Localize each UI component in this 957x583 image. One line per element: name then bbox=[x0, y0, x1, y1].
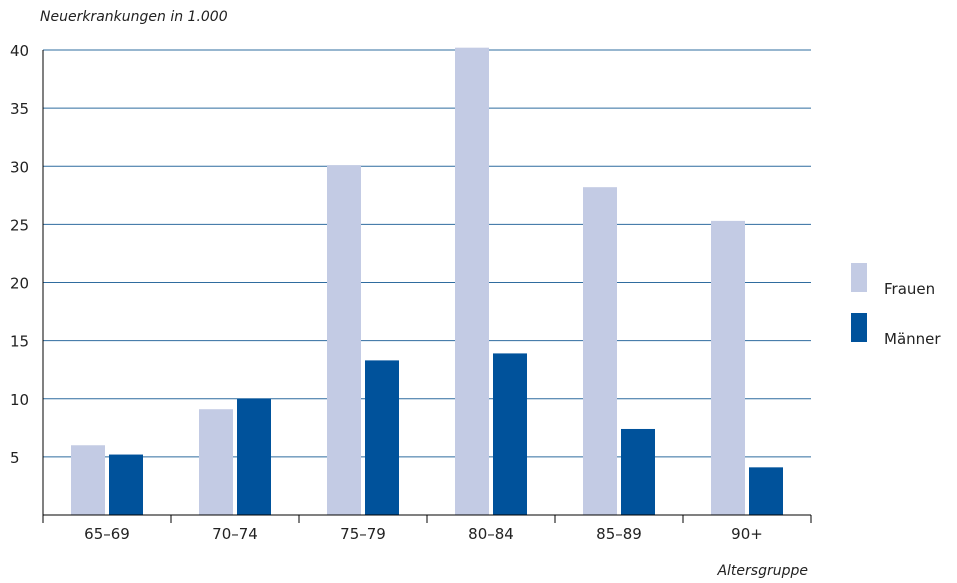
x-tick-label: 70–74 bbox=[212, 525, 258, 543]
x-tick-label: 80–84 bbox=[468, 525, 514, 543]
y-tick-label: 35 bbox=[10, 100, 29, 118]
bar-männer-1 bbox=[237, 398, 271, 515]
axes: 5 10 15 20 25 30 35 40 65–69 70–74 75–79 80–84 85–89… bbox=[10, 42, 812, 543]
bar-männer-3 bbox=[493, 353, 527, 515]
x-tick-label: 65–69 bbox=[84, 525, 130, 543]
y-tick-label: 20 bbox=[10, 275, 29, 293]
bar-männer-0 bbox=[109, 454, 143, 515]
grid-lines bbox=[43, 49, 811, 458]
y-tick-label: 40 bbox=[10, 42, 29, 60]
bar-frauen-0 bbox=[71, 445, 105, 515]
bar-männer-2 bbox=[365, 360, 399, 515]
bar-frauen-2 bbox=[327, 165, 361, 515]
bar-männer-4 bbox=[621, 428, 655, 515]
legend: Frauen Männer bbox=[851, 263, 941, 348]
y-tick-label: 25 bbox=[10, 216, 29, 234]
bars bbox=[71, 47, 783, 516]
bar-männer-5 bbox=[749, 467, 783, 515]
y-axis-title: Neuerkrankungen in 1.000 bbox=[40, 9, 228, 25]
bar-frauen-1 bbox=[199, 409, 233, 515]
legend-label-männer: Männer bbox=[884, 330, 941, 348]
legend-label-frauen: Frauen bbox=[884, 280, 935, 298]
y-tick-label: 5 bbox=[10, 449, 20, 467]
y-tick-label: 15 bbox=[10, 333, 29, 351]
legend-swatch-frauen bbox=[851, 263, 867, 292]
legend-swatch-männer bbox=[851, 313, 867, 342]
x-axis-title: Altersgruppe bbox=[716, 563, 808, 579]
bar-frauen-5 bbox=[711, 220, 745, 515]
bar-frauen-3 bbox=[455, 47, 489, 516]
x-tick-label: 75–79 bbox=[340, 525, 386, 543]
bar-frauen-4 bbox=[583, 187, 617, 516]
x-tick-label: 85–89 bbox=[596, 525, 642, 543]
y-tick-label: 10 bbox=[10, 391, 29, 409]
y-tick-label: 30 bbox=[10, 158, 29, 176]
x-tick-label: 90+ bbox=[731, 525, 763, 543]
